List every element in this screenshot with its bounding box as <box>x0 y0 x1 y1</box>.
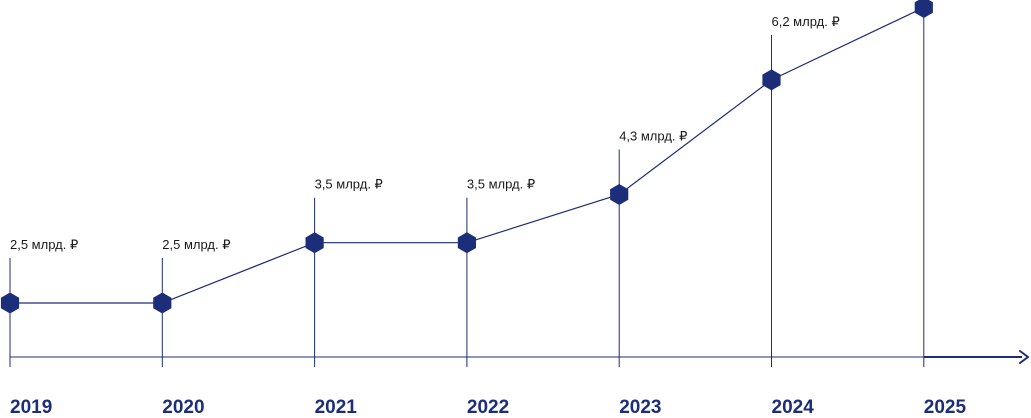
data-point-2025 <box>914 0 933 19</box>
x-axis <box>10 350 1029 364</box>
tick-label-2021: 2021 <box>315 397 358 418</box>
data-label-2020: 2,5 млрд. ₽ <box>162 237 230 252</box>
data-point-2023 <box>610 183 629 205</box>
data-label-2021: 3,5 млрд. ₽ <box>315 177 383 192</box>
data-point-2020 <box>153 292 172 314</box>
tick-label-2020: 2020 <box>162 397 204 418</box>
data-point-2021 <box>305 232 324 254</box>
x-axis-arrow-head <box>1019 350 1029 364</box>
data-point-2024 <box>762 69 781 91</box>
data-label-2024: 6,2 млрд. ₽ <box>772 14 840 29</box>
data-label-2022: 3,5 млрд. ₽ <box>467 177 535 192</box>
data-label-2023: 4,3 млрд. ₽ <box>619 128 687 143</box>
tick-label-2024: 2024 <box>772 397 815 418</box>
data-point-2022 <box>457 232 476 254</box>
data-point-2019 <box>0 292 20 314</box>
tick-label-2023: 2023 <box>619 397 661 418</box>
data-markers <box>0 0 933 314</box>
data-labels: 2,5 млрд. ₽ 2,5 млрд. ₽ 3,5 млрд. ₽ 3,5 млр… <box>10 14 840 252</box>
tick-label-2022: 2022 <box>467 397 509 418</box>
tick-label-2019: 2019 <box>10 397 52 418</box>
tick-label-2025: 2025 <box>924 397 967 418</box>
year-labels: 2019 2020 2021 2022 2023 2024 2025 <box>10 397 967 418</box>
data-label-2019: 2,5 млрд. ₽ <box>10 237 78 252</box>
